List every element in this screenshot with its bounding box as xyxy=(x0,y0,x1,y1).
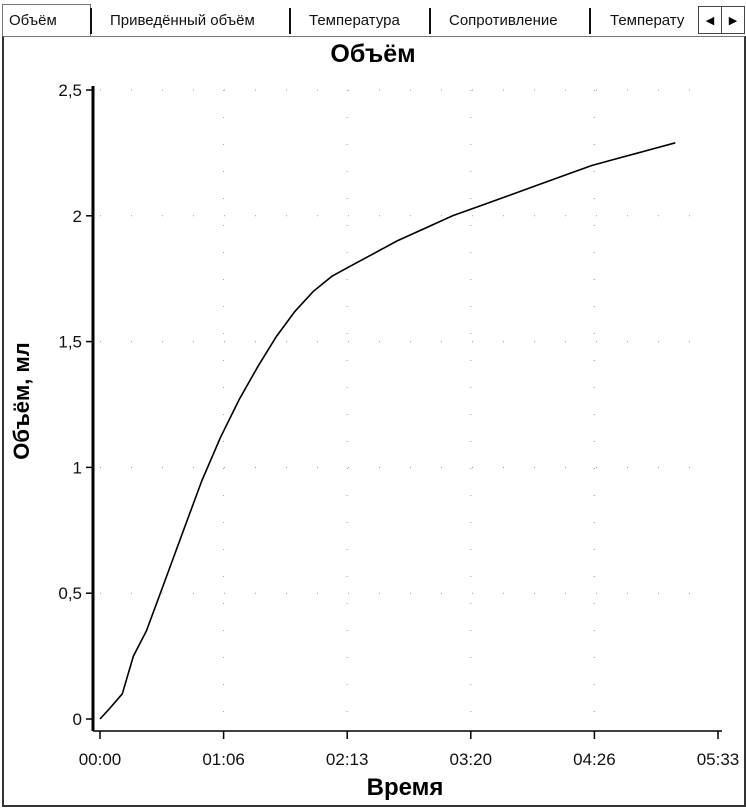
arrow-right-icon: ▶ xyxy=(728,14,738,27)
tab-reduced-volume[interactable]: Приведённый объём xyxy=(110,12,255,29)
tab-separator xyxy=(90,8,92,34)
x-tick-label: 02:13 xyxy=(326,750,369,769)
x-axis-label: Время xyxy=(366,774,444,801)
tab-bar: Объём Приведённый объём Температура Сопр… xyxy=(0,0,746,38)
arrow-left-icon: ◀ xyxy=(705,14,715,27)
y-tick-label: 1,5 xyxy=(58,333,82,352)
y-tick-label: 0,5 xyxy=(58,584,82,603)
tab-separator xyxy=(429,8,431,34)
tab-temperature[interactable]: Температура xyxy=(309,12,400,29)
tab-volume[interactable]: Объём xyxy=(9,12,57,29)
tab-separator xyxy=(589,8,591,34)
active-tab-frame xyxy=(2,4,91,37)
x-tick-label: 00:00 xyxy=(79,750,122,769)
chart-panel xyxy=(2,36,746,807)
tab-temperature-2[interactable]: Температу xyxy=(610,12,685,29)
tab-resistance[interactable]: Сопротивление xyxy=(449,12,558,29)
x-tick-label: 05:33 xyxy=(697,750,740,769)
y-tick-label: 2 xyxy=(73,207,82,226)
y-tick-label: 1 xyxy=(73,458,82,477)
x-tick-label: 01:06 xyxy=(202,750,245,769)
y-tick-label: 2,5 xyxy=(58,81,82,100)
y-tick-label: 0 xyxy=(73,710,82,729)
chart-title: Объём xyxy=(330,40,416,68)
series-line xyxy=(99,142,676,720)
x-tick-label: 04:26 xyxy=(573,750,616,769)
tab-scroll-right-button[interactable]: ▶ xyxy=(721,6,745,34)
tab-separator xyxy=(289,8,291,34)
x-tick-label: 03:20 xyxy=(450,750,493,769)
